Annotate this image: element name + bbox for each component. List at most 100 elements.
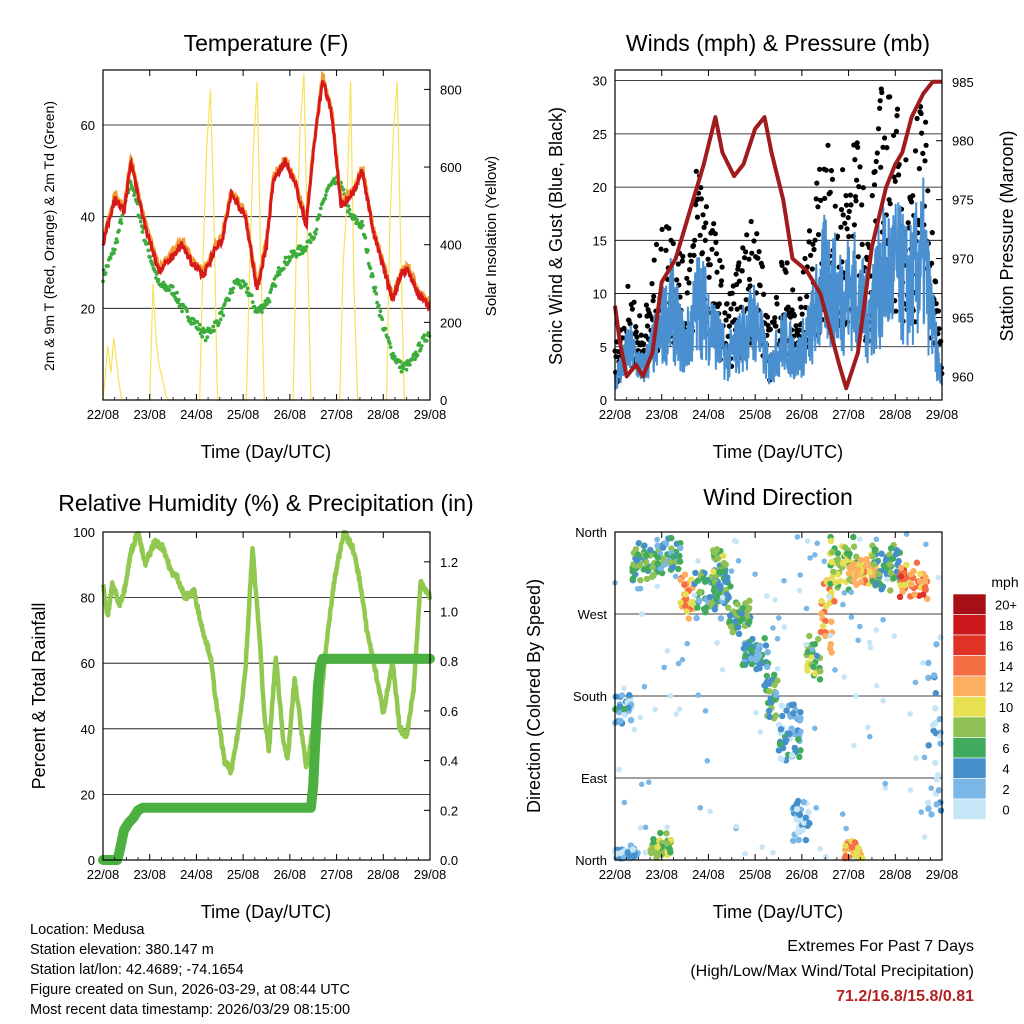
dewpoint-point bbox=[371, 274, 375, 279]
gust-point bbox=[912, 148, 919, 154]
temperature-x-tick-label: 29/08 bbox=[414, 407, 447, 422]
dewpoint-point bbox=[176, 297, 181, 302]
wind-direction-point bbox=[692, 569, 699, 577]
gust-point bbox=[706, 274, 712, 280]
wind-direction-point bbox=[930, 727, 937, 734]
wind-direction-point bbox=[702, 708, 709, 714]
wind-direction-point bbox=[681, 581, 688, 588]
wind-direction-point bbox=[663, 840, 671, 847]
wind-direction-point bbox=[922, 578, 929, 585]
wind-direction-point bbox=[921, 834, 928, 840]
dewpoint-point bbox=[318, 213, 322, 218]
gust-point bbox=[813, 196, 819, 202]
gust-point bbox=[784, 260, 790, 266]
dewpoint-point bbox=[185, 309, 190, 314]
gust-point bbox=[791, 313, 798, 319]
gust-point bbox=[851, 222, 858, 228]
wind-direction-point bbox=[647, 546, 654, 554]
wind-direction-point bbox=[707, 808, 713, 815]
speed-legend-title: mph bbox=[991, 574, 1018, 590]
wind-direction-point bbox=[882, 785, 889, 791]
dewpoint-point bbox=[203, 338, 208, 343]
wind-direction-point bbox=[795, 736, 802, 743]
wind-direction-point bbox=[667, 693, 674, 699]
gust-point bbox=[815, 232, 822, 238]
gust-point bbox=[817, 166, 823, 172]
gust-point bbox=[641, 341, 647, 347]
wind-direction-point bbox=[802, 836, 810, 844]
wind-direction-point bbox=[872, 580, 880, 588]
wind-direction-x-tick-label: 22/08 bbox=[599, 867, 632, 882]
gust-point bbox=[694, 214, 701, 220]
temperature-y2-tick-label: 400 bbox=[440, 238, 462, 253]
dewpoint-point bbox=[170, 284, 175, 289]
winds-x-tick-label: 25/08 bbox=[739, 407, 772, 422]
wind-direction-point bbox=[813, 652, 820, 659]
wind-direction-point bbox=[778, 702, 785, 709]
speed-legend-label: 4 bbox=[1002, 761, 1009, 776]
dewpoint-point bbox=[118, 217, 123, 222]
gust-point bbox=[736, 260, 742, 266]
gust-point bbox=[754, 231, 760, 237]
gust-point bbox=[723, 317, 729, 323]
wind-direction-point bbox=[839, 811, 846, 817]
gust-point bbox=[743, 249, 749, 255]
temperature-x-label: Time (Day/UTC) bbox=[201, 442, 331, 462]
gust-point bbox=[856, 184, 862, 190]
gust-point bbox=[857, 164, 863, 170]
humidity-y-tick-label: 40 bbox=[81, 722, 95, 737]
wind-direction-point bbox=[695, 692, 702, 698]
wind-direction-point bbox=[812, 725, 818, 732]
dewpoint-point bbox=[360, 223, 365, 228]
wind-direction-point bbox=[822, 632, 829, 640]
wind-direction-point bbox=[742, 600, 749, 607]
winds-x-tick-label: 23/08 bbox=[645, 407, 678, 422]
gust-point bbox=[894, 113, 900, 119]
wind-direction-point bbox=[748, 646, 755, 653]
gust-point bbox=[765, 322, 771, 329]
gust-point bbox=[785, 304, 791, 310]
dewpoint-point bbox=[399, 369, 404, 374]
gust-point bbox=[746, 256, 752, 262]
wind-direction-point bbox=[731, 538, 738, 544]
wind-direction-point bbox=[618, 692, 626, 699]
wind-direction-point bbox=[935, 574, 942, 581]
gust-point bbox=[733, 271, 739, 277]
station-latlon: Station lat/lon: 42.4689; -74.1654 bbox=[30, 962, 244, 978]
dewpoint-point bbox=[150, 263, 155, 267]
wind-direction-point bbox=[725, 604, 732, 611]
gust-point bbox=[643, 302, 650, 308]
wind-direction-point bbox=[848, 844, 856, 851]
dewpoint-point bbox=[128, 180, 133, 185]
speed-legend-swatch bbox=[952, 737, 987, 759]
winds-y-tick-label: 20 bbox=[593, 180, 607, 195]
wind-direction-point bbox=[752, 656, 760, 663]
wind-direction-point bbox=[673, 711, 680, 718]
gust-point bbox=[707, 262, 713, 268]
wind-direction-point bbox=[617, 717, 624, 725]
gust-point bbox=[822, 195, 828, 201]
gust-point bbox=[677, 294, 683, 300]
wind-direction-point bbox=[798, 728, 804, 735]
wind-direction-point bbox=[676, 558, 684, 565]
dewpoint-point bbox=[262, 305, 267, 310]
dewpoint-point bbox=[290, 254, 295, 259]
gust-point bbox=[887, 201, 893, 207]
gust-point bbox=[712, 231, 718, 237]
wind-direction-point bbox=[667, 559, 674, 566]
gust-point bbox=[713, 251, 720, 257]
wind-direction-point bbox=[828, 589, 835, 596]
wind-direction-point bbox=[857, 578, 865, 586]
speed-legend-swatch bbox=[952, 655, 987, 677]
dewpoint-point bbox=[211, 324, 216, 329]
wind-direction-point bbox=[871, 546, 879, 553]
speed-legend-label: 18 bbox=[999, 618, 1013, 633]
wind-direction-point bbox=[813, 805, 819, 811]
gust-point bbox=[756, 249, 762, 255]
wind-direction-point bbox=[661, 664, 667, 671]
wind-direction-point bbox=[797, 709, 804, 716]
wind-direction-point bbox=[755, 643, 762, 650]
gust-point bbox=[759, 263, 766, 270]
winds-y2-tick-label: 960 bbox=[952, 369, 974, 384]
wind-direction-x-tick-label: 24/08 bbox=[692, 867, 725, 882]
